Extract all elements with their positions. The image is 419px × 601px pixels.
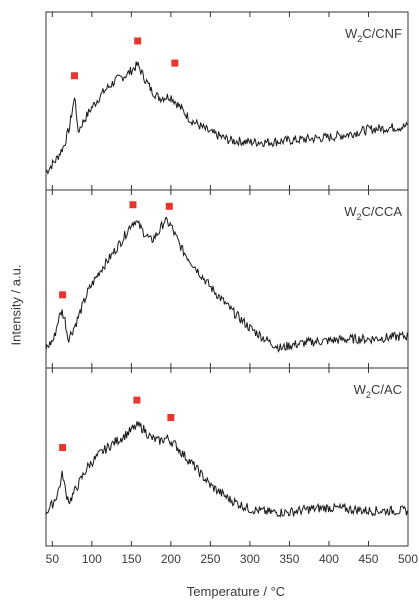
series-line [45, 61, 408, 175]
panel-frame [45, 367, 409, 547]
x-tick-label: 500 [398, 552, 418, 566]
x-tick-label: 150 [121, 552, 141, 566]
peak-marker [133, 396, 141, 404]
panel-label: W2C/CCA [344, 204, 402, 222]
x-tick-label: 50 [46, 552, 60, 566]
series-line [45, 216, 408, 353]
x-tick-label: 450 [358, 552, 378, 566]
peak-marker [129, 201, 137, 209]
peak-marker [171, 59, 179, 67]
x-tick-label: 300 [240, 552, 260, 566]
panel-3: W2C/AC [45, 367, 409, 547]
x-tick-label: 100 [82, 552, 102, 566]
panels-layer: W2C/CNF W2C/CCA W2C/AC [45, 11, 409, 547]
peak-marker [70, 72, 78, 80]
x-tick-label: 400 [319, 552, 339, 566]
peak-marker [59, 444, 67, 452]
x-tick-label: 250 [200, 552, 220, 566]
panel-2: W2C/CCA [45, 189, 409, 369]
y-axis-label: Intensity / a.u. [8, 264, 24, 346]
series-line [45, 421, 408, 518]
x-axis-label: Temperature / °C [187, 584, 285, 599]
x-axis: 50 100 150 200 250 300 350 400 450 500 [46, 552, 419, 566]
panel-label: W2C/CNF [345, 26, 402, 44]
peak-marker [134, 37, 142, 45]
peak-marker [59, 291, 67, 299]
panel-1: W2C/CNF [45, 11, 409, 191]
x-tick-label: 350 [279, 552, 299, 566]
panel-label: W2C/AC [354, 382, 402, 400]
peak-marker [165, 202, 173, 210]
x-tick-label: 200 [161, 552, 181, 566]
peak-marker [167, 414, 175, 421]
